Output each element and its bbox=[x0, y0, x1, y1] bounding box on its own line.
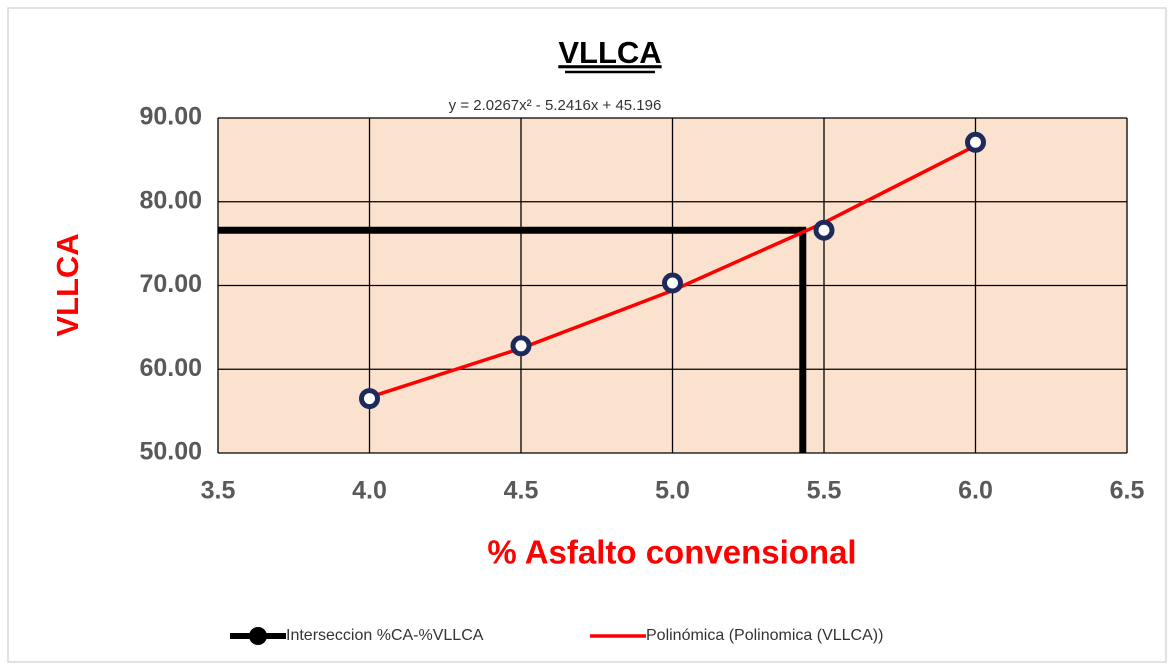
data-point bbox=[813, 219, 835, 241]
x-tick-label: 6.0 bbox=[958, 477, 993, 505]
x-tick-label: 3.5 bbox=[201, 477, 236, 505]
x-tick-label: 4.0 bbox=[352, 477, 387, 505]
x-tick-label: 6.5 bbox=[1110, 477, 1145, 505]
trend-equation: y = 2.0267x² - 5.2416x + 45.196 bbox=[449, 97, 662, 114]
y-tick-label: 50.00 bbox=[139, 438, 202, 466]
data-point bbox=[662, 272, 683, 294]
y-axis-label: VLLCA bbox=[50, 233, 85, 336]
data-point bbox=[965, 131, 986, 153]
legend-label: Interseccion %CA-%VLLCA bbox=[286, 627, 484, 644]
chart-title: VLLCA bbox=[558, 35, 661, 70]
x-tick-label: 4.5 bbox=[504, 477, 539, 505]
legend-label: Polinómica (Polinomica (VLLCA)) bbox=[646, 627, 883, 644]
intersection-line bbox=[218, 226, 807, 453]
legend-marker bbox=[249, 627, 267, 645]
data-point bbox=[510, 335, 532, 357]
y-tick-label: 60.00 bbox=[139, 354, 202, 382]
y-tick-label: 70.00 bbox=[139, 270, 202, 298]
x-tick-label: 5.0 bbox=[655, 477, 690, 505]
data-point bbox=[359, 388, 380, 410]
y-tick-label: 90.00 bbox=[139, 103, 202, 131]
x-axis-label: % Asfalto convensional bbox=[487, 534, 856, 571]
x-tick-label: 5.5 bbox=[807, 477, 842, 505]
y-tick-label: 80.00 bbox=[139, 186, 202, 214]
